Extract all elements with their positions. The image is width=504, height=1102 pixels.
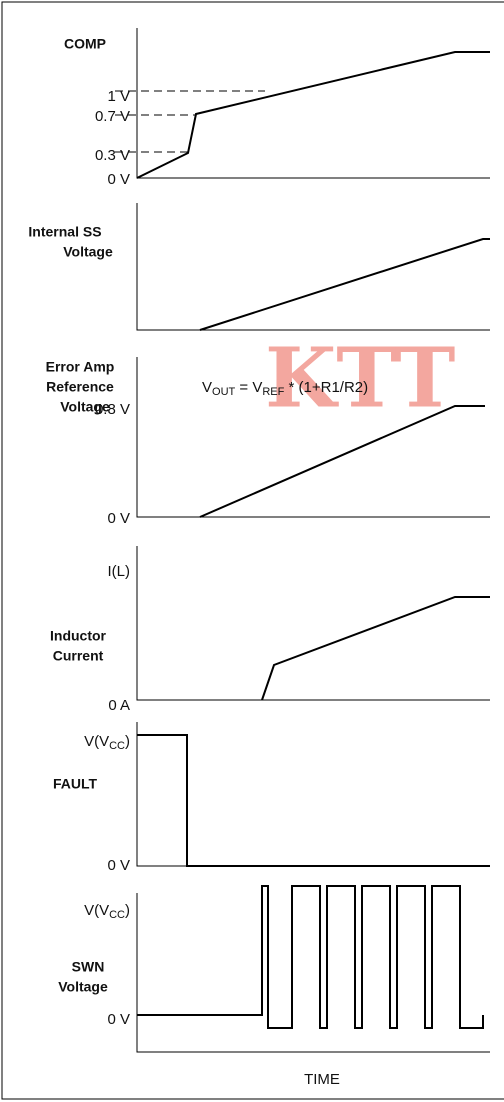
level: 0 V bbox=[107, 1011, 130, 1028]
panel-ref: Error Amp Reference Voltage 0.8 V 0 V VO… bbox=[46, 357, 490, 527]
equation: VOUT = VREF * (1+R1/R2) bbox=[202, 379, 368, 398]
label: Inductor bbox=[50, 628, 107, 644]
axis bbox=[136, 722, 490, 867]
label: Internal SS bbox=[28, 224, 101, 240]
waveform bbox=[136, 51, 490, 179]
waveform bbox=[199, 238, 490, 331]
label: COMP bbox=[64, 36, 106, 52]
waveform bbox=[199, 405, 485, 518]
level: I(L) bbox=[108, 563, 131, 580]
level: 0 A bbox=[108, 697, 130, 714]
watermark: KTT bbox=[265, 330, 455, 426]
label: Voltage bbox=[60, 399, 110, 415]
axis bbox=[136, 357, 490, 518]
level: 0.8 V bbox=[95, 401, 130, 418]
axis bbox=[136, 546, 490, 701]
x-label: TIME bbox=[304, 1071, 340, 1088]
label: Current bbox=[53, 648, 104, 664]
waveform bbox=[137, 734, 490, 867]
label: Voltage bbox=[63, 244, 113, 260]
axis bbox=[136, 893, 490, 1053]
label: SWN bbox=[72, 959, 105, 975]
panel-inductor: I(L) Inductor Current 0 A bbox=[50, 546, 490, 714]
label: Error Amp bbox=[46, 359, 115, 375]
level: 1 V bbox=[107, 88, 130, 105]
level: 0 V bbox=[107, 171, 130, 188]
label: Voltage bbox=[58, 979, 108, 995]
level: V(VCC) bbox=[84, 733, 130, 752]
level: 0 V bbox=[107, 857, 130, 874]
label: Reference bbox=[46, 379, 114, 395]
panel-ss: Internal SS Voltage bbox=[28, 203, 490, 331]
level: 0 V bbox=[107, 510, 130, 527]
level: V(VCC) bbox=[84, 902, 130, 921]
waveform bbox=[261, 596, 490, 701]
axis bbox=[136, 203, 490, 331]
label: FAULT bbox=[53, 776, 98, 792]
panel-fault: V(VCC) FAULT 0 V bbox=[53, 722, 490, 874]
panel-comp: COMP 1 V 0.7 V 0.3 V 0 V bbox=[64, 28, 490, 188]
waveform bbox=[137, 885, 484, 1029]
level: 0.7 V bbox=[95, 108, 130, 125]
axis bbox=[136, 28, 490, 179]
level: 0.3 V bbox=[95, 147, 130, 164]
panel-swn: V(VCC) SWN Voltage 0 V bbox=[58, 885, 490, 1053]
